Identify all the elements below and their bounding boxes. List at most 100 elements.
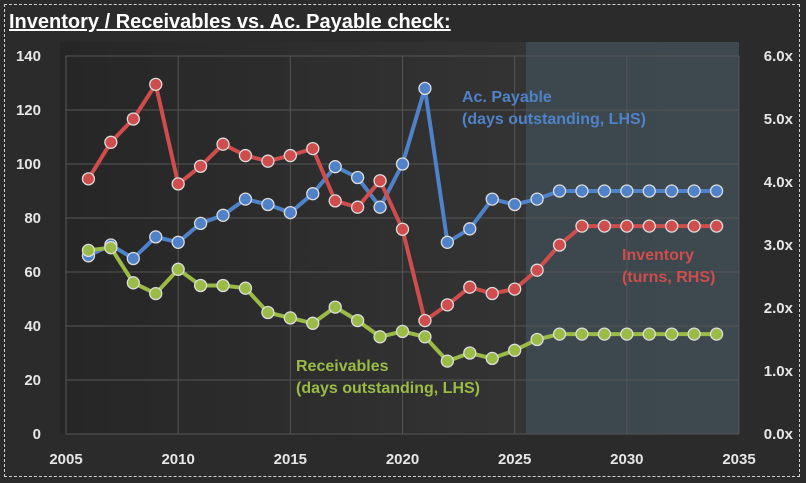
receivables-point	[238, 281, 253, 295]
receivables-label: Receivables	[296, 358, 389, 375]
inventory-point	[373, 174, 387, 188]
right-tick-label: 3.0x	[764, 237, 794, 254]
receivables-point	[216, 278, 230, 293]
payable-point	[238, 192, 253, 206]
receivables-point	[261, 305, 275, 320]
payable-point	[530, 192, 544, 206]
receivables-point	[597, 327, 612, 341]
payable-point	[418, 81, 432, 96]
inventory-point	[238, 148, 253, 163]
receivables-point	[575, 327, 589, 341]
receivables-point	[104, 241, 118, 255]
x-tick-label: 2035	[722, 451, 755, 468]
inventory-series	[81, 77, 724, 328]
payable-label: (days outstanding, LHS)	[462, 111, 646, 128]
payable-point	[508, 197, 522, 212]
inventory-point	[620, 219, 634, 233]
receivables-point	[395, 324, 410, 339]
receivables-point	[373, 330, 387, 344]
payable-point	[171, 235, 185, 249]
payable-point	[687, 184, 701, 198]
receivables-point	[193, 278, 208, 293]
receivables-label: (days outstanding, LHS)	[296, 380, 480, 397]
inventory-label: (turns, RHS)	[622, 269, 715, 286]
inventory-point	[283, 148, 297, 163]
receivables-point	[642, 327, 656, 341]
inventory-point	[261, 154, 275, 168]
chart-frame	[4, 4, 800, 477]
inventory-point	[104, 135, 118, 149]
inventory-point	[575, 219, 589, 233]
payable-point	[552, 184, 567, 198]
payable-point	[306, 187, 320, 201]
inventory-point	[328, 194, 342, 208]
receivables-point	[530, 332, 544, 347]
payable-point	[283, 205, 297, 220]
inventory-point	[395, 222, 410, 236]
inventory-point	[665, 219, 679, 233]
receivables-point	[418, 330, 432, 344]
payable-point	[575, 184, 589, 198]
payable-point	[193, 216, 208, 231]
payable-point	[350, 170, 365, 185]
receivables-point	[620, 327, 634, 341]
right-tick-label: 1.0x	[764, 363, 794, 380]
right-tick-label: 6.0x	[764, 48, 794, 65]
inventory-point	[126, 112, 140, 126]
receivables-point	[283, 311, 297, 325]
receivables-point	[463, 346, 477, 360]
payable-point	[395, 157, 410, 171]
right-tick-label: 0.0x	[764, 426, 794, 443]
receivables-point	[665, 327, 679, 341]
inventory-point	[350, 200, 365, 214]
payable-point	[597, 184, 612, 198]
inventory-point	[149, 77, 163, 91]
receivables-point	[328, 300, 342, 314]
inventory-point	[485, 286, 499, 301]
right-tick-label: 2.0x	[764, 300, 794, 317]
gridlines	[65, 55, 740, 435]
payable-point	[126, 251, 140, 266]
payable-point	[709, 184, 724, 198]
left-tick-label: 60	[24, 264, 41, 281]
receivables-point	[508, 343, 522, 357]
payable-point	[261, 197, 275, 212]
receivables-series	[81, 241, 724, 368]
right-tick-label: 4.0x	[764, 174, 794, 191]
inventory-point	[418, 313, 432, 328]
x-tick-label: 2025	[498, 451, 531, 468]
left-tick-label: 140	[16, 48, 41, 65]
receivables-point	[687, 327, 701, 341]
x-tick-label: 2005	[49, 451, 82, 468]
left-tick-label: 20	[24, 372, 41, 389]
right-axis-ticks: 0.0x 1.0x 2.0x 3.0x 4.0x 5.0x 6.0x	[764, 48, 794, 443]
payable-point	[485, 192, 499, 206]
receivables-point	[709, 327, 724, 341]
payable-point	[216, 208, 230, 222]
payable-point	[665, 184, 679, 198]
payable-point	[373, 200, 387, 214]
inventory-point	[642, 219, 656, 233]
payable-point	[149, 230, 163, 244]
receivables-point	[485, 351, 499, 366]
receivables-point	[306, 316, 320, 330]
series-group	[81, 77, 724, 368]
right-tick-label: 5.0x	[764, 111, 794, 128]
receivables-point	[552, 327, 567, 341]
inventory-point	[709, 219, 724, 233]
payable-label: Ac. Payable	[462, 89, 552, 106]
x-tick-label: 2015	[274, 451, 307, 468]
x-tick-label: 2030	[610, 451, 643, 468]
left-tick-label: 120	[16, 102, 41, 119]
payable-point	[620, 184, 634, 198]
x-tick-label: 2020	[386, 451, 419, 468]
receivables-point	[171, 262, 185, 276]
inventory-point	[216, 137, 230, 151]
left-tick-label: 80	[24, 210, 41, 227]
series-labels: Ac. Payable (days outstanding, LHS) Invent…	[296, 89, 715, 397]
payable-point	[328, 160, 342, 174]
payable-point	[642, 184, 656, 198]
inventory-point	[193, 159, 208, 173]
left-tick-label: 100	[16, 156, 41, 173]
